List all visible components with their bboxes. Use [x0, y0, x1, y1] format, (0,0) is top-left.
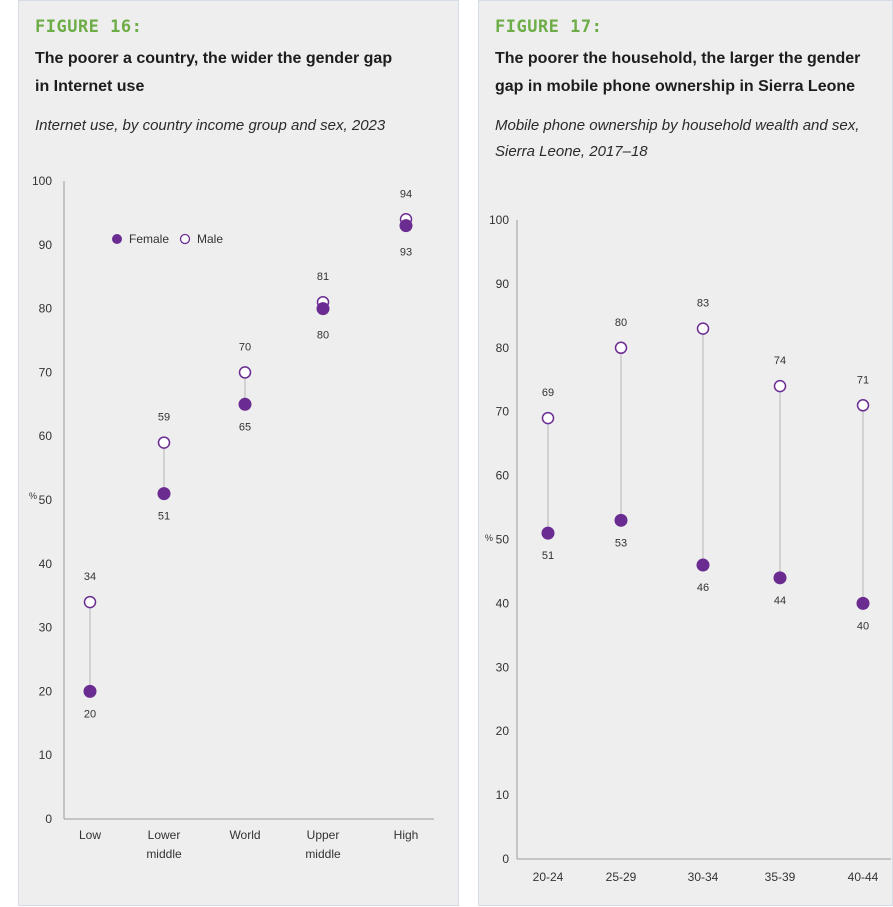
female-data-label: 51: [158, 511, 170, 523]
female-data-label: 46: [697, 582, 709, 594]
x-tick-label: Lower middle: [146, 828, 182, 861]
male-data-label: 71: [857, 374, 869, 386]
x-tick-label: 25-29: [606, 870, 637, 884]
male-point: [696, 322, 710, 335]
figure-17-panel: FIGURE 17: The poorer the household, the…: [478, 0, 893, 906]
figure-17-label: FIGURE 17:: [495, 17, 603, 37]
y-tick-label: 20: [39, 684, 53, 698]
male-point: [614, 341, 628, 355]
female-point: [157, 487, 171, 501]
female-point: [696, 558, 710, 572]
figure-16-chart: 0 10 20 30 40 50 60 70 80 90 100% Low Lower middle Wor…: [29, 174, 434, 861]
y-tick-label: 40: [39, 557, 53, 571]
female-point: [399, 219, 413, 233]
y-tick-label: 30: [39, 621, 53, 635]
female-data-label: 51: [542, 550, 554, 562]
male-point: [238, 366, 252, 379]
figure-17-title: The poorer the household, the larger the…: [495, 50, 861, 95]
y-tick-label: 80: [39, 302, 53, 316]
y-tick-label: 70: [496, 405, 510, 419]
male-data-label: 74: [774, 355, 786, 367]
figure-16-label: FIGURE 16:: [35, 17, 143, 37]
legend-male-label: Male: [197, 232, 223, 246]
y-tick-label: 60: [39, 429, 53, 443]
x-tick-label: 35-39: [765, 870, 796, 884]
male-data-label: 94: [400, 188, 412, 200]
figure-16-panel: FIGURE 16: The poorer a country, the wid…: [18, 0, 459, 906]
female-data-label: 44: [774, 595, 786, 607]
x-tick-label: World: [229, 828, 260, 842]
y-tick-label: 90: [496, 277, 510, 291]
male-data-label: 81: [317, 271, 329, 283]
legend-female-marker: [112, 234, 122, 244]
legend-male-marker: [179, 233, 191, 245]
female-data-label: 65: [239, 421, 251, 433]
x-tick-label: High: [394, 828, 419, 842]
legend-female-label: Female: [129, 232, 169, 246]
male-data-label: 83: [697, 298, 709, 310]
y-tick-label: 0: [45, 812, 52, 826]
female-point: [856, 596, 870, 610]
y-axis-label: %: [485, 533, 493, 543]
male-data-label: 80: [615, 317, 627, 329]
female-point: [83, 684, 97, 698]
x-tick-label: 20-24: [533, 870, 564, 884]
y-tick-label: 30: [496, 660, 510, 674]
figure-17-chart: 0 10 20 30 40 50 60 70 80 90 100% 20-24 25-29 30-34 35…: [485, 213, 891, 884]
female-data-label: 93: [400, 247, 412, 259]
female-point: [541, 526, 555, 540]
female-point: [238, 397, 252, 411]
male-point: [856, 399, 870, 412]
female-data-label: 53: [615, 537, 627, 549]
male-data-label: 69: [542, 387, 554, 399]
y-tick-label: 70: [39, 365, 53, 379]
male-point: [541, 411, 555, 425]
y-tick-label: 50: [496, 533, 510, 547]
y-tick-label: 10: [39, 748, 53, 762]
y-tick-label: 100: [32, 174, 52, 188]
y-tick-label: 10: [496, 788, 510, 802]
y-tick-label: 100: [489, 213, 509, 227]
y-tick-label: 60: [496, 469, 510, 483]
y-tick-label: 50: [39, 493, 53, 507]
male-data-label: 70: [239, 341, 251, 353]
male-point: [773, 379, 787, 393]
y-axis-label: %: [29, 491, 37, 501]
female-point: [316, 302, 330, 316]
y-tick-label: 0: [502, 852, 509, 866]
y-tick-label: 80: [496, 341, 510, 355]
x-tick-label: Low: [79, 828, 101, 842]
female-point: [773, 571, 787, 585]
male-point: [157, 436, 171, 449]
female-point: [614, 513, 628, 527]
male-data-label: 34: [84, 571, 96, 583]
x-tick-label: Upper middle: [305, 828, 341, 861]
female-data-label: 20: [84, 708, 96, 720]
figure-17-subtitle: Mobile phone ownership by household weal…: [495, 117, 860, 160]
male-point: [83, 595, 97, 609]
figure-16-title: The poorer a country, the wider the gend…: [35, 50, 393, 95]
male-data-label: 59: [158, 412, 170, 424]
x-tick-label: 30-34: [688, 870, 719, 884]
y-tick-label: 40: [496, 596, 510, 610]
y-tick-label: 90: [39, 238, 53, 252]
figure-16-subtitle: Internet use, by country income group an…: [35, 117, 386, 134]
female-data-label: 80: [317, 330, 329, 342]
female-data-label: 40: [857, 620, 869, 632]
x-tick-label: 40-44: [848, 870, 879, 884]
y-tick-label: 20: [496, 724, 510, 738]
